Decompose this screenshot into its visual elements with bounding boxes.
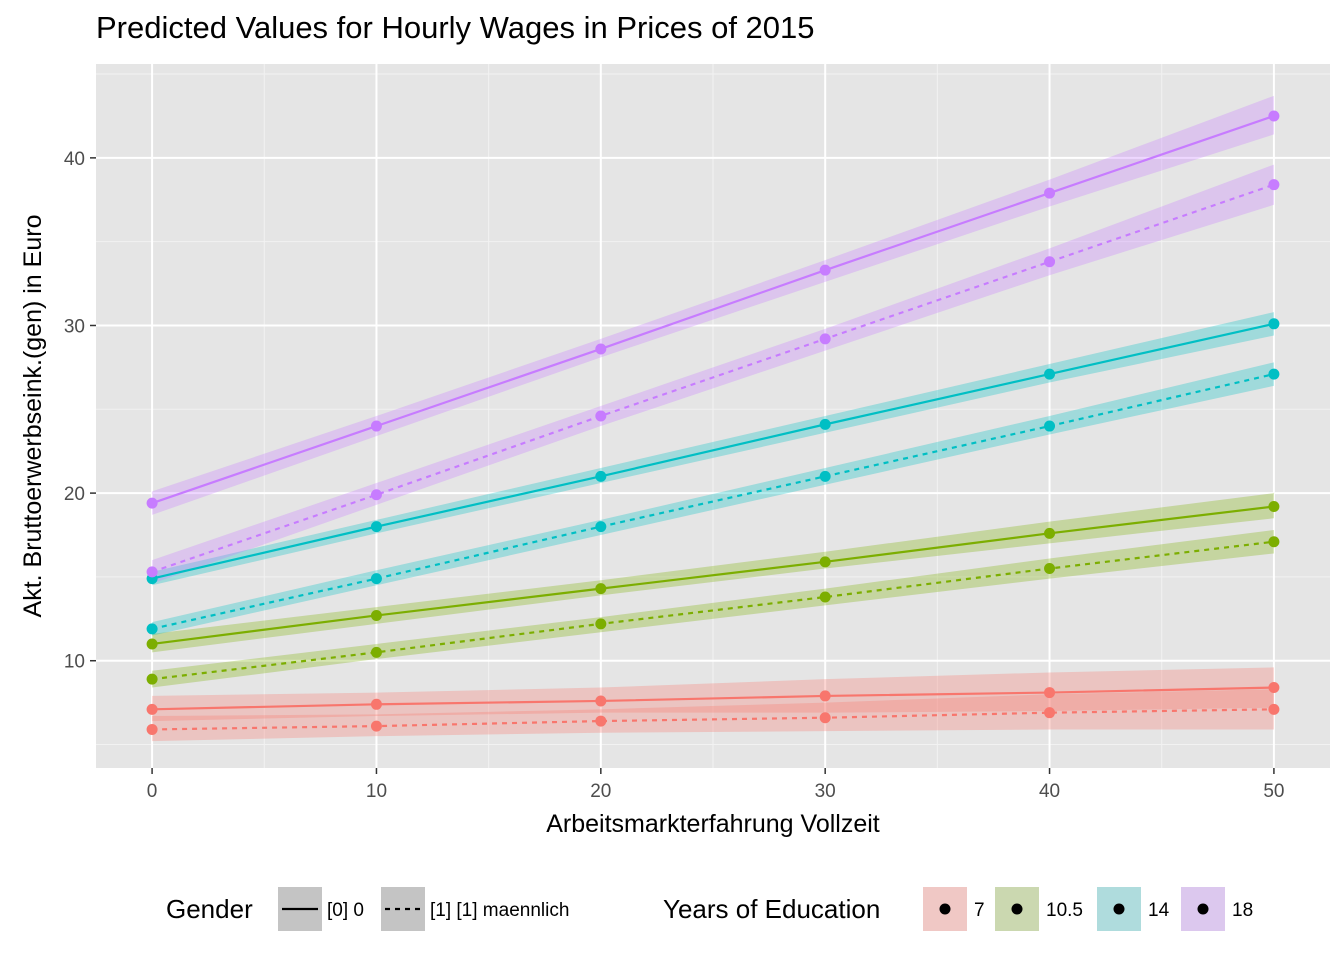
data-point	[595, 343, 607, 355]
legend-title-gender: Gender	[166, 894, 253, 924]
data-point	[146, 566, 158, 578]
data-point	[595, 695, 607, 707]
confidence-ribbons	[152, 95, 1274, 742]
series-line	[151, 540, 1275, 681]
data-point	[595, 618, 607, 630]
data-point	[595, 521, 607, 533]
data-point	[146, 703, 158, 715]
data-point	[1044, 707, 1056, 719]
confidence-ribbon	[152, 164, 1274, 584]
data-point	[1044, 420, 1056, 432]
series-line	[152, 708, 1274, 731]
data-point	[370, 573, 382, 585]
data-point	[1268, 536, 1280, 548]
data-point	[146, 497, 158, 509]
series-line	[151, 505, 1275, 646]
data-point	[370, 698, 382, 710]
minor-gridlines	[96, 64, 1330, 768]
series-points	[146, 110, 1280, 735]
data-point	[595, 583, 607, 595]
legend-point-swatch	[1197, 903, 1209, 915]
data-point	[146, 623, 158, 635]
data-point	[370, 646, 382, 658]
chart-title: Predicted Values for Hourly Wages in Pri…	[96, 10, 815, 45]
x-tick-label: 40	[1039, 781, 1060, 802]
data-point	[595, 470, 607, 482]
data-point	[595, 410, 607, 422]
series-line	[151, 114, 1275, 505]
series-line	[151, 322, 1275, 580]
legend-label-gender: [0] 0	[327, 900, 364, 921]
y-tick-label: 20	[64, 484, 85, 505]
data-point	[146, 638, 158, 650]
series-line	[151, 183, 1275, 573]
confidence-ribbon	[152, 95, 1274, 515]
data-point	[819, 333, 831, 345]
data-point	[819, 264, 831, 276]
legend-label-education: 14	[1148, 900, 1170, 921]
axes: 0 10 20 30 40 50 10 20 30 40	[64, 149, 1285, 802]
data-point	[146, 723, 158, 735]
data-point	[1268, 110, 1280, 122]
data-point	[1044, 256, 1056, 268]
confidence-ribbon	[152, 529, 1274, 688]
data-point	[370, 521, 382, 533]
x-tick-label: 0	[147, 781, 158, 802]
data-point	[1268, 682, 1280, 694]
series-line	[151, 373, 1275, 630]
legend-point-swatch	[939, 903, 951, 915]
y-tick-label: 40	[64, 149, 85, 170]
y-axis-title: Akt. Bruttoerwerbseink.(gen) in Euro	[19, 215, 47, 618]
data-point	[1044, 368, 1056, 380]
data-point	[819, 690, 831, 702]
data-point	[146, 673, 158, 685]
data-point	[1044, 687, 1056, 699]
data-point	[1268, 368, 1280, 380]
data-point	[1268, 703, 1280, 715]
data-point	[1268, 179, 1280, 191]
y-tick-label: 30	[64, 316, 85, 337]
series-line	[152, 686, 1274, 711]
confidence-ribbon	[152, 689, 1274, 742]
x-axis-title: Arbeitsmarkterfahrung Vollzeit	[546, 810, 880, 838]
data-point	[1044, 563, 1056, 575]
confidence-ribbon	[152, 493, 1274, 653]
data-point	[819, 591, 831, 603]
x-tick-label: 10	[366, 781, 387, 802]
data-point	[819, 556, 831, 568]
data-point	[370, 720, 382, 732]
legend-label-education: 7	[974, 900, 985, 921]
data-point	[1044, 187, 1056, 199]
confidence-ribbon	[152, 667, 1274, 722]
data-point	[819, 418, 831, 430]
legend: Gender [0] 0 [1] [1] maennlich Years of Edu…	[166, 887, 1253, 931]
data-point	[1268, 501, 1280, 513]
series-lines	[151, 114, 1275, 731]
x-tick-label: 50	[1263, 781, 1284, 802]
major-gridlines	[96, 64, 1330, 768]
data-point	[370, 489, 382, 501]
confidence-ribbon	[152, 312, 1274, 586]
data-point	[370, 420, 382, 432]
data-point	[819, 712, 831, 724]
y-tick-label: 10	[64, 652, 85, 673]
data-point	[1044, 527, 1056, 539]
legend-label-gender: [1] [1] maennlich	[430, 900, 569, 921]
x-tick-label: 30	[815, 781, 836, 802]
data-point	[595, 715, 607, 727]
data-point	[819, 470, 831, 482]
data-point	[370, 609, 382, 621]
legend-point-swatch	[1011, 903, 1023, 915]
data-point	[1268, 318, 1280, 330]
legend-title-education: Years of Education	[663, 894, 880, 924]
legend-label-education: 18	[1232, 900, 1253, 921]
confidence-ribbon	[152, 362, 1274, 636]
legend-point-swatch	[1113, 903, 1125, 915]
legend-label-education: 10.5	[1046, 900, 1083, 921]
x-tick-label: 20	[590, 781, 611, 802]
